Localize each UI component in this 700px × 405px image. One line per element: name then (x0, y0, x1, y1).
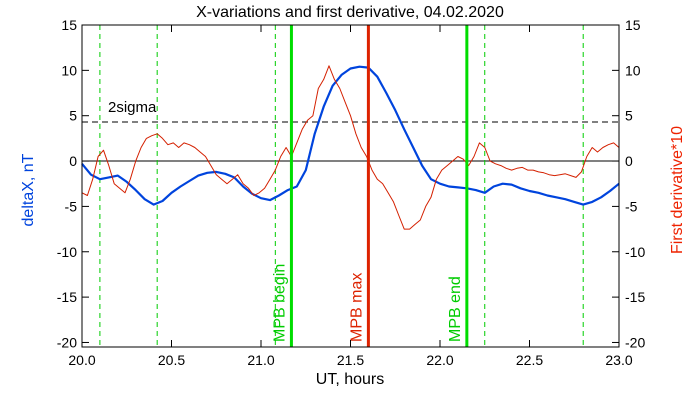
y-right-tick-label: 5 (625, 108, 633, 124)
y-right-tick-label: -5 (625, 198, 638, 214)
y-axis-right: 15 10 5 0 -5 -10 -15 -20 (612, 17, 645, 350)
x-tick-label: 22.5 (516, 352, 543, 368)
marker-label: MPB end (447, 276, 464, 342)
y-axis-left-label: deltaX, nT (20, 153, 37, 226)
y-right-tick-label: -15 (625, 289, 645, 305)
y-right-tick-label: -10 (625, 244, 645, 260)
y-right-tick-label: -20 (625, 334, 645, 350)
sigma-label: 2sigma (108, 99, 157, 116)
x-tick-label: 20.0 (68, 352, 95, 368)
y-left-tick-label: 0 (69, 153, 77, 169)
marker-label: MPB begin (271, 264, 288, 342)
deltax-series-line (81, 65, 620, 206)
y-right-tick-label: 10 (625, 62, 641, 78)
y-left-tick-label: -10 (57, 244, 77, 260)
y-right-tick-label: 0 (625, 153, 633, 169)
y-axis-left: 15 10 5 0 -5 -10 -15 -20 (57, 17, 89, 350)
marker-label: MPB max (348, 273, 365, 342)
chart-title: X-variations and first derivative, 04.02… (196, 4, 504, 21)
y-left-tick-label: 5 (69, 108, 77, 124)
y-left-tick-label: -5 (65, 198, 78, 214)
x-tick-label: 22.0 (426, 352, 453, 368)
y-left-tick-label: 10 (61, 62, 77, 78)
x-tick-label: 21.5 (337, 352, 364, 368)
x-tick-label: 21.0 (247, 352, 274, 368)
x-tick-label: 23.0 (605, 352, 632, 368)
plot-layer: 2sigma MPB begin MPB max MPB end (81, 25, 620, 347)
y-axis-right-label: First derivative*10 (669, 126, 686, 254)
y-left-tick-label: -15 (57, 289, 77, 305)
x-tick-label: 20.5 (158, 352, 185, 368)
y-left-tick-label: 15 (61, 17, 77, 33)
x-axis-label: UT, hours (316, 371, 384, 388)
x-axis: 20.0 20.5 21.0 21.5 22.0 22.5 23.0 (68, 25, 633, 368)
y-right-tick-label: 15 (625, 17, 641, 33)
y-left-tick-label: -20 (57, 334, 77, 350)
derivative-series-line (81, 65, 620, 230)
